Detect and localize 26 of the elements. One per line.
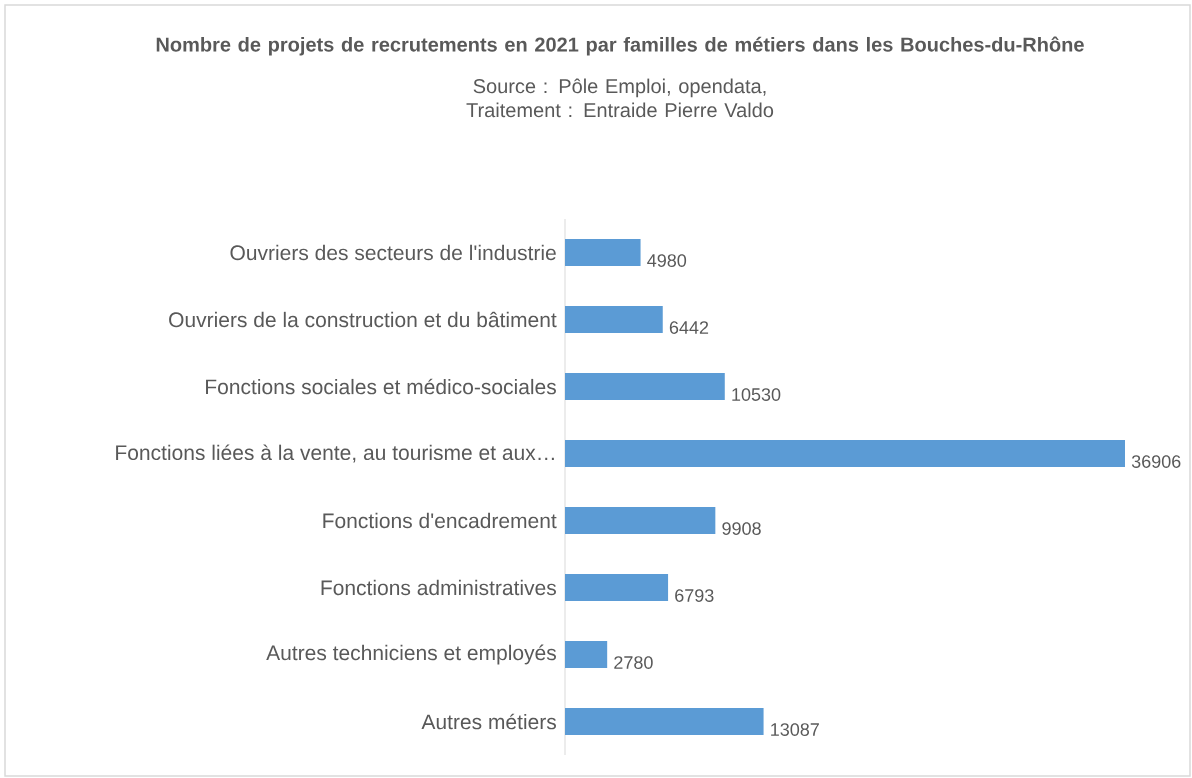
data-label: 6793 [675,589,714,602]
bar [565,238,641,266]
y-tick-label: Fonctions liées à la vente, au tourisme et aux… [116,444,554,463]
data-label: 9908 [722,522,761,535]
data-label: 10530 [732,388,781,401]
y-tick-label: Fonctions d'encadrement [323,512,557,529]
data-label: 2780 [614,656,653,669]
y-tick-label: Ouvriers de la construction et du bâtiment [169,311,557,328]
data-label: 6442 [669,321,709,334]
y-tick-label: Autres techniciens et employés [266,644,556,665]
data-label: 36906 [1131,455,1181,468]
bar [565,506,716,534]
y-tick-label: Autres métiers [421,713,557,730]
y-tick-label: Ouvriers des secteurs de l'industrie [230,244,556,261]
data-label: 4980 [647,254,687,267]
data-label: 13087 [771,723,819,736]
bar [565,573,669,601]
y-tick-label: Fonctions sociales et médico-sociales [206,378,556,395]
y-tick-label: Fonctions administratives [321,579,556,596]
bar [565,305,663,333]
chart-title: Nombre de projets de recrutements en 2021 par familles de métiers dans les Bouches-du-Rhône [156,36,1084,56]
bar [565,640,608,668]
bar [565,707,764,735]
bar [565,439,1125,467]
chart-subtitle: Source : Pôle Emploi, opendata, Traitement : Entraide Pierre Valdo [466,78,774,118]
bar [565,372,725,400]
